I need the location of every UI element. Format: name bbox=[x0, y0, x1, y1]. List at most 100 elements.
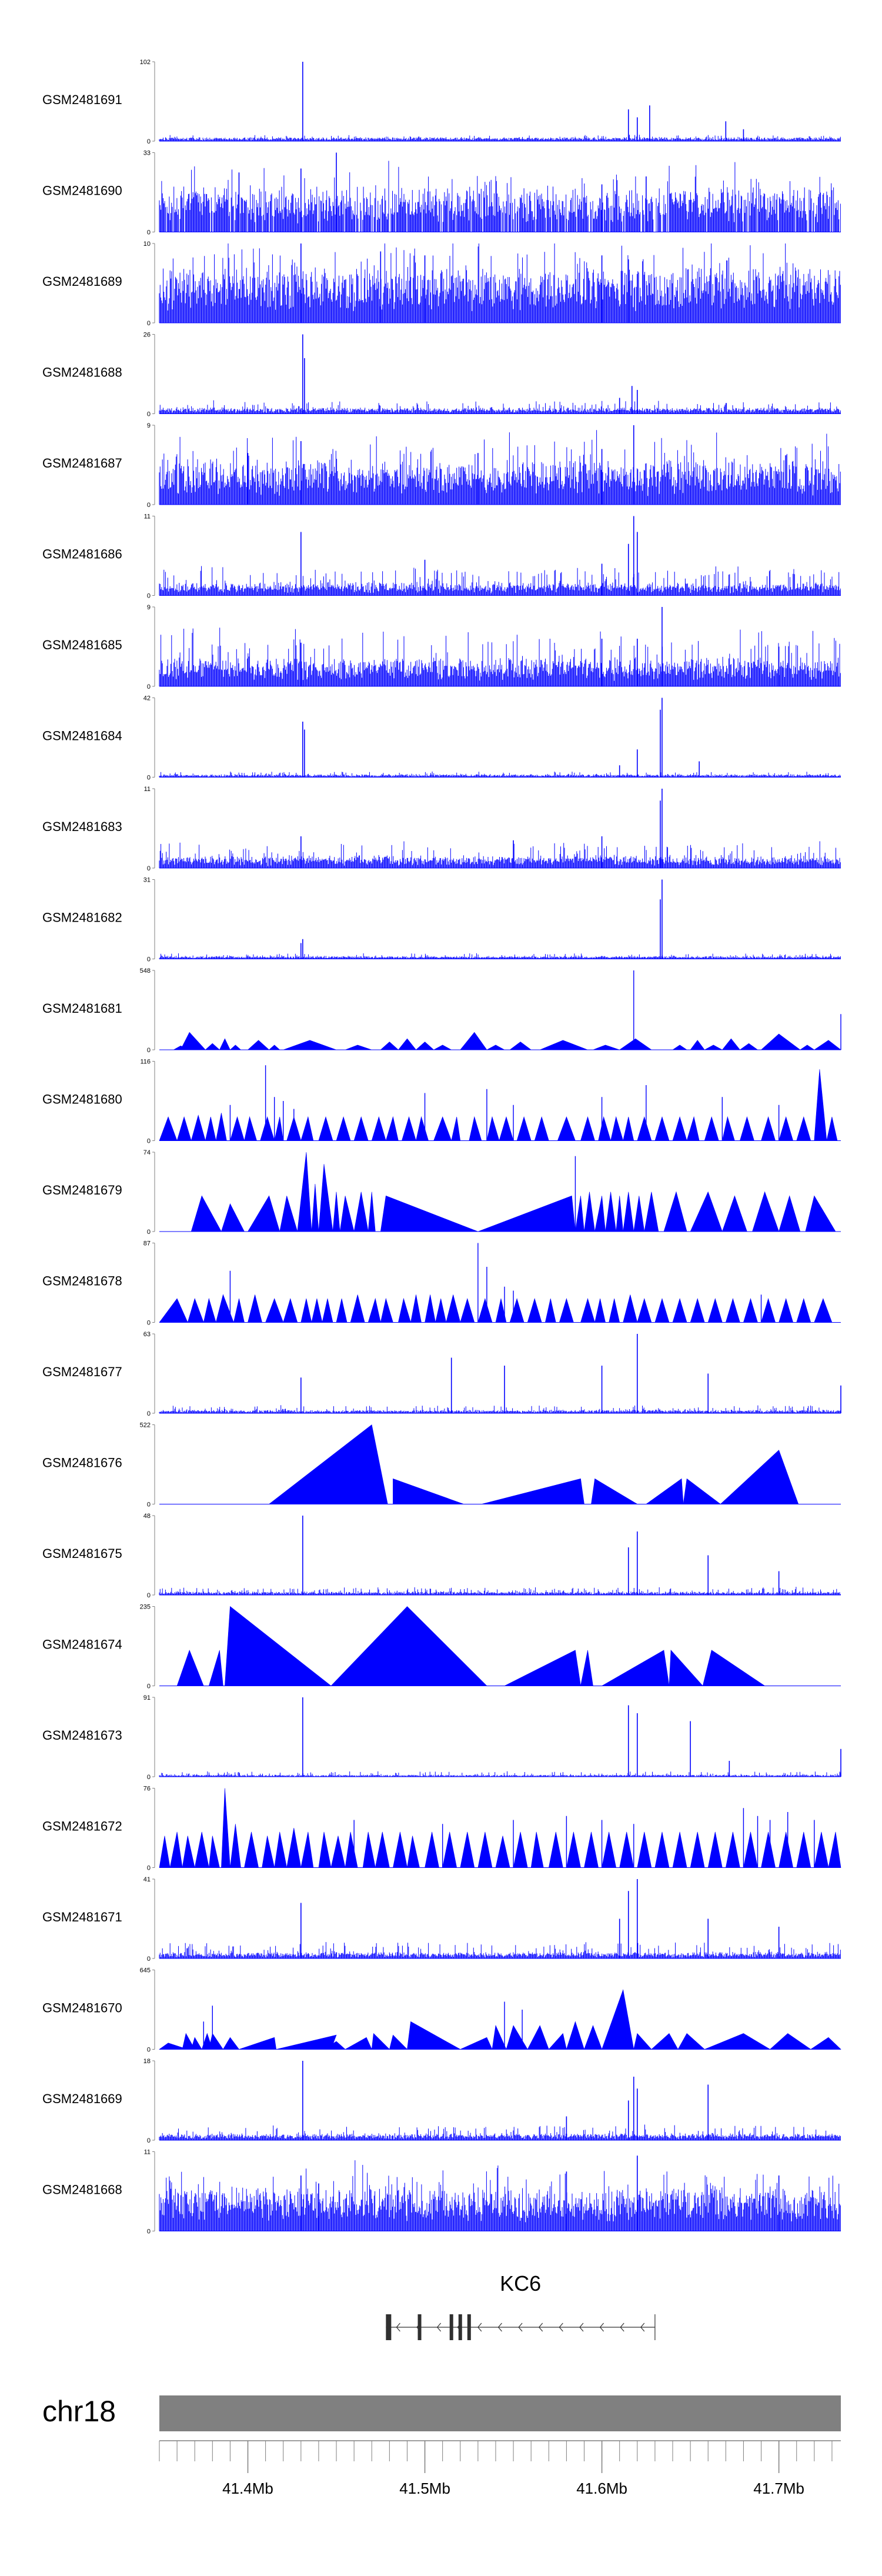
signal-segment bbox=[176, 1649, 204, 1686]
track-label: GSM2481670 bbox=[42, 2000, 122, 2015]
track-label: GSM2481681 bbox=[42, 1001, 122, 1016]
gene-model bbox=[386, 2314, 656, 2340]
y-max-label: 102 bbox=[140, 59, 151, 66]
signal-segment bbox=[580, 1650, 593, 1686]
strand-chevron bbox=[436, 2323, 442, 2332]
signal-segment bbox=[220, 1203, 245, 1232]
track-GSM2481671: GSM2481671 41 0 bbox=[42, 1876, 841, 1963]
signal-segment bbox=[397, 1038, 417, 1050]
signal-segment bbox=[557, 1116, 576, 1141]
signal-segment bbox=[159, 1116, 178, 1141]
signal-segment bbox=[760, 1033, 801, 1050]
signal-segment bbox=[385, 1116, 399, 1141]
signal-segment bbox=[225, 1606, 332, 1686]
coverage-signal bbox=[159, 2124, 841, 2140]
track-GSM2481682: GSM2481682 31 0 bbox=[42, 877, 841, 963]
y-max-label: 548 bbox=[140, 967, 151, 975]
gene-exon bbox=[449, 2314, 453, 2340]
gene-track: KC6 bbox=[386, 2271, 656, 2340]
signal-segment bbox=[460, 1032, 487, 1050]
signal-segment bbox=[416, 1116, 429, 1141]
signal-segment bbox=[244, 1116, 258, 1141]
track-label: GSM2481687 bbox=[42, 456, 122, 471]
signal-segment bbox=[230, 1824, 241, 1868]
signal-segment bbox=[187, 1298, 204, 1323]
y-max-label: 10 bbox=[143, 241, 151, 248]
signal-segment bbox=[761, 1116, 776, 1141]
signal-segment bbox=[654, 1297, 670, 1323]
y-min-label: 0 bbox=[147, 229, 151, 236]
signal-segment bbox=[477, 1297, 493, 1323]
signal-segment bbox=[318, 1831, 332, 1868]
y-min-label: 0 bbox=[147, 1320, 151, 1327]
signal-segment bbox=[318, 1116, 333, 1141]
track-GSM2481684: GSM2481684 42 0 bbox=[42, 695, 841, 782]
signal-segment bbox=[609, 1298, 620, 1323]
signal-segment bbox=[368, 1297, 381, 1323]
strand-chevron bbox=[538, 2323, 543, 2332]
signal-segment bbox=[619, 1831, 634, 1868]
track-GSM2481687: GSM2481687 9 0 bbox=[42, 422, 841, 509]
y-min-label: 0 bbox=[147, 411, 151, 418]
signal-segment bbox=[362, 1831, 376, 1868]
track-GSM2481677: GSM2481677 63 0 bbox=[42, 1331, 841, 1417]
signal-segment bbox=[446, 1294, 461, 1323]
signal-segment bbox=[486, 1045, 505, 1050]
signal-segment bbox=[180, 1032, 206, 1050]
signal-segment bbox=[215, 1294, 234, 1323]
signal-segment bbox=[707, 1297, 723, 1323]
y-max-label: 48 bbox=[143, 1513, 151, 1520]
signal-segment bbox=[633, 2033, 652, 2050]
signal-segment bbox=[300, 1831, 314, 1868]
strand-chevron bbox=[477, 2323, 482, 2332]
y-min-label: 0 bbox=[147, 1501, 151, 1509]
signal-segment bbox=[548, 2033, 567, 2050]
signal-segment bbox=[814, 1831, 829, 1868]
signal-segment bbox=[425, 1294, 436, 1323]
signal-segment bbox=[683, 1478, 721, 1504]
track-GSM2481688: GSM2481688 26 0 bbox=[42, 332, 841, 418]
signal-segment bbox=[311, 1298, 323, 1323]
signal-segment bbox=[442, 1831, 457, 1868]
signal-segment bbox=[208, 1650, 223, 1686]
signal-segment bbox=[654, 1116, 670, 1141]
y-min-label: 0 bbox=[147, 1410, 151, 1417]
signal-segment bbox=[580, 1297, 596, 1323]
track-GSM2481675: GSM2481675 48 0 bbox=[42, 1513, 841, 1599]
signal-segment bbox=[672, 1831, 687, 1868]
y-min-label: 0 bbox=[147, 956, 151, 963]
signal-segment bbox=[274, 1831, 288, 1868]
y-min-label: 0 bbox=[147, 1592, 151, 1599]
signal-segment bbox=[623, 1116, 634, 1141]
signal-segment bbox=[215, 1113, 227, 1141]
signal-segment bbox=[208, 2033, 223, 2050]
track-label: GSM2481676 bbox=[42, 1455, 122, 1470]
coverage-signal bbox=[159, 953, 841, 959]
signal-segment bbox=[690, 1297, 705, 1323]
track-GSM2481690: GSM2481690 33 0 bbox=[42, 150, 841, 236]
signal-segment bbox=[796, 1831, 811, 1868]
signal-segment bbox=[233, 1298, 245, 1323]
signal-segment bbox=[380, 1195, 479, 1232]
signal-segment bbox=[677, 2033, 705, 2050]
signal-segment bbox=[779, 1831, 794, 1868]
chromosome-label: chr18 bbox=[42, 2395, 116, 2428]
signal-segment bbox=[460, 1831, 475, 1868]
genome-axis-ticks: 41.4Mb 41.5Mb 41.6Mb 41.7Mb bbox=[159, 2441, 833, 2497]
signal-segment bbox=[593, 1045, 620, 1050]
signal-segment bbox=[279, 1196, 298, 1232]
signal-segment bbox=[704, 2033, 771, 2050]
signal-segment bbox=[739, 1043, 759, 1050]
signal-segment bbox=[651, 2033, 679, 2050]
gene-label: KC6 bbox=[500, 2271, 541, 2295]
signal-segment bbox=[826, 1116, 838, 1141]
signal-segment bbox=[598, 1116, 612, 1141]
signal-segment bbox=[371, 2033, 390, 2050]
signal-segment bbox=[548, 1831, 563, 1868]
signal-segment bbox=[584, 1831, 599, 1868]
signal-segment bbox=[813, 1040, 841, 1050]
axis-tick-label: 41.7Mb bbox=[753, 2480, 804, 2497]
signal-segment bbox=[339, 1196, 355, 1232]
signal-segment bbox=[398, 1297, 411, 1323]
